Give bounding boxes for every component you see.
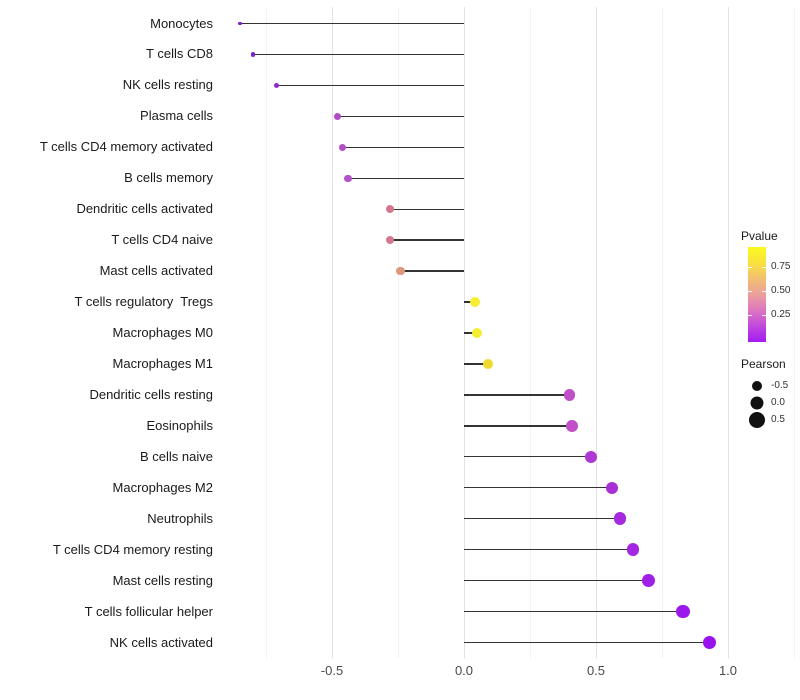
y-axis-label: T cells regulatory Tregs bbox=[74, 294, 213, 310]
lollipop-stem bbox=[464, 518, 620, 520]
pvalue-tickmark bbox=[762, 266, 766, 268]
pvalue-tickmark bbox=[748, 266, 752, 268]
pvalue-tick-label: 0.25 bbox=[771, 309, 791, 320]
x-tick-label: 0.0 bbox=[454, 663, 474, 678]
pearson-legend-title: Pearson bbox=[741, 357, 786, 371]
lollipop-stem bbox=[464, 487, 612, 489]
lollipop-stem bbox=[464, 301, 475, 303]
gridline-minor bbox=[265, 7, 267, 658]
y-axis-label: Macrophages M0 bbox=[112, 325, 213, 340]
lollipop-dot bbox=[563, 389, 576, 401]
lollipop-dot bbox=[702, 635, 717, 650]
y-axis-label: Dendritic cells resting bbox=[89, 386, 213, 402]
y-axis-label: T cells CD4 naive bbox=[111, 232, 213, 248]
lollipop-dot bbox=[676, 604, 690, 619]
x-tick-label: 0.5 bbox=[586, 663, 606, 678]
pvalue-tickmark bbox=[748, 290, 752, 292]
pearson-legend-entry: 0.5 bbox=[741, 411, 800, 429]
lollipop-stem bbox=[464, 548, 633, 551]
gridline-minor bbox=[529, 7, 531, 658]
lollipop-dot bbox=[605, 481, 619, 494]
y-axis-label: T cells CD4 memory resting bbox=[52, 541, 213, 557]
y-axis-label: Neutrophils bbox=[147, 510, 213, 526]
lollipop-dot bbox=[613, 512, 626, 525]
lollipop-stem bbox=[390, 239, 464, 241]
pvalue-gradient-bar bbox=[748, 247, 766, 342]
lollipop-stem bbox=[464, 425, 573, 427]
pearson-size-label: -0.5 bbox=[771, 380, 789, 391]
lollipop-dot bbox=[396, 266, 405, 276]
y-axis-label: Macrophages M2 bbox=[112, 479, 213, 495]
pearson-size-dot-large bbox=[749, 412, 765, 428]
lollipop-dot bbox=[626, 543, 640, 556]
lollipop-dot bbox=[385, 205, 395, 214]
pvalue-legend-title: Pvalue bbox=[741, 229, 778, 243]
lollipop-stem bbox=[347, 177, 464, 179]
gridline-major bbox=[595, 7, 597, 658]
lollipop-stem bbox=[464, 579, 649, 582]
gridline-major bbox=[727, 7, 729, 658]
lollipop-dot bbox=[250, 52, 255, 57]
y-axis-label: Eosinophils bbox=[146, 417, 214, 433]
lollipop-stem bbox=[464, 641, 710, 644]
y-axis-label: T cells follicular helper bbox=[84, 603, 213, 619]
gridline-minor bbox=[793, 7, 795, 658]
y-axis-label: Dendritic cells activated bbox=[76, 201, 213, 217]
y-axis-label: Mast cells activated bbox=[99, 263, 213, 279]
lollipop-dot bbox=[584, 450, 597, 463]
gridline-minor bbox=[661, 7, 663, 658]
pearson-size-label: 0.0 bbox=[771, 397, 785, 408]
y-axis-label: Macrophages M1 bbox=[112, 355, 213, 371]
pvalue-legend: Pvalue 0.75 0.50 0.25 bbox=[741, 229, 800, 349]
pearson-legend-entry: -0.5 bbox=[741, 377, 800, 395]
lollipop-dot bbox=[273, 82, 280, 89]
lollipop-stem bbox=[464, 394, 570, 396]
y-axis-label: Monocytes bbox=[150, 15, 213, 31]
lollipop-stem bbox=[464, 332, 478, 334]
lollipop-dot bbox=[344, 174, 352, 182]
pvalue-tick-label: 0.75 bbox=[771, 261, 791, 272]
pvalue-tickmark bbox=[762, 314, 766, 316]
x-tick-label: 1.0 bbox=[718, 663, 738, 678]
lollipop-dot bbox=[472, 327, 483, 339]
pearson-size-dot-small bbox=[752, 381, 762, 391]
lollipop-dot bbox=[469, 297, 480, 308]
lollipop-dot bbox=[385, 235, 395, 245]
y-axis-label: T cells CD8 bbox=[146, 46, 213, 62]
gridline-minor bbox=[397, 7, 399, 658]
lollipop-stem bbox=[390, 208, 464, 210]
y-axis-label: NK cells activated bbox=[109, 634, 213, 650]
lollipop-stem bbox=[276, 84, 464, 87]
pearson-size-label: 0.5 bbox=[771, 414, 785, 425]
pearson-legend: Pearson -0.5 0.0 0.5 bbox=[741, 357, 800, 437]
y-axis-label: NK cells resting bbox=[122, 77, 213, 93]
lollipop-dot bbox=[237, 21, 242, 26]
lollipop-stem bbox=[400, 270, 464, 272]
lollipop-stem bbox=[342, 146, 464, 148]
y-axis-label: B cells memory bbox=[124, 170, 213, 186]
lollipop-dot bbox=[482, 358, 493, 370]
gridline-major bbox=[331, 7, 333, 658]
y-axis-label: Mast cells resting bbox=[112, 572, 213, 588]
lollipop-stem bbox=[337, 115, 464, 118]
pvalue-tickmark bbox=[748, 314, 752, 316]
lollipop-dot bbox=[338, 143, 347, 151]
lollipop-dot bbox=[566, 419, 579, 432]
pvalue-tickmark bbox=[762, 290, 766, 292]
y-axis-label: Plasma cells bbox=[140, 108, 213, 124]
lollipop-dot bbox=[642, 574, 656, 588]
pearson-legend-entry: 0.0 bbox=[741, 394, 800, 412]
lollipop-dot bbox=[333, 112, 341, 120]
lollipop-stem bbox=[239, 22, 464, 25]
y-axis-label: T cells CD4 memory activated bbox=[39, 139, 213, 155]
pearson-size-dot-medium bbox=[750, 396, 764, 410]
lollipop-stem bbox=[252, 53, 464, 56]
lollipop-stem bbox=[464, 610, 684, 613]
lollipop-stem bbox=[464, 456, 591, 458]
x-tick-label: -0.5 bbox=[320, 663, 344, 678]
lollipop-stem bbox=[464, 363, 488, 365]
pvalue-tick-label: 0.50 bbox=[771, 285, 791, 296]
y-axis-label: B cells naive bbox=[140, 448, 213, 464]
